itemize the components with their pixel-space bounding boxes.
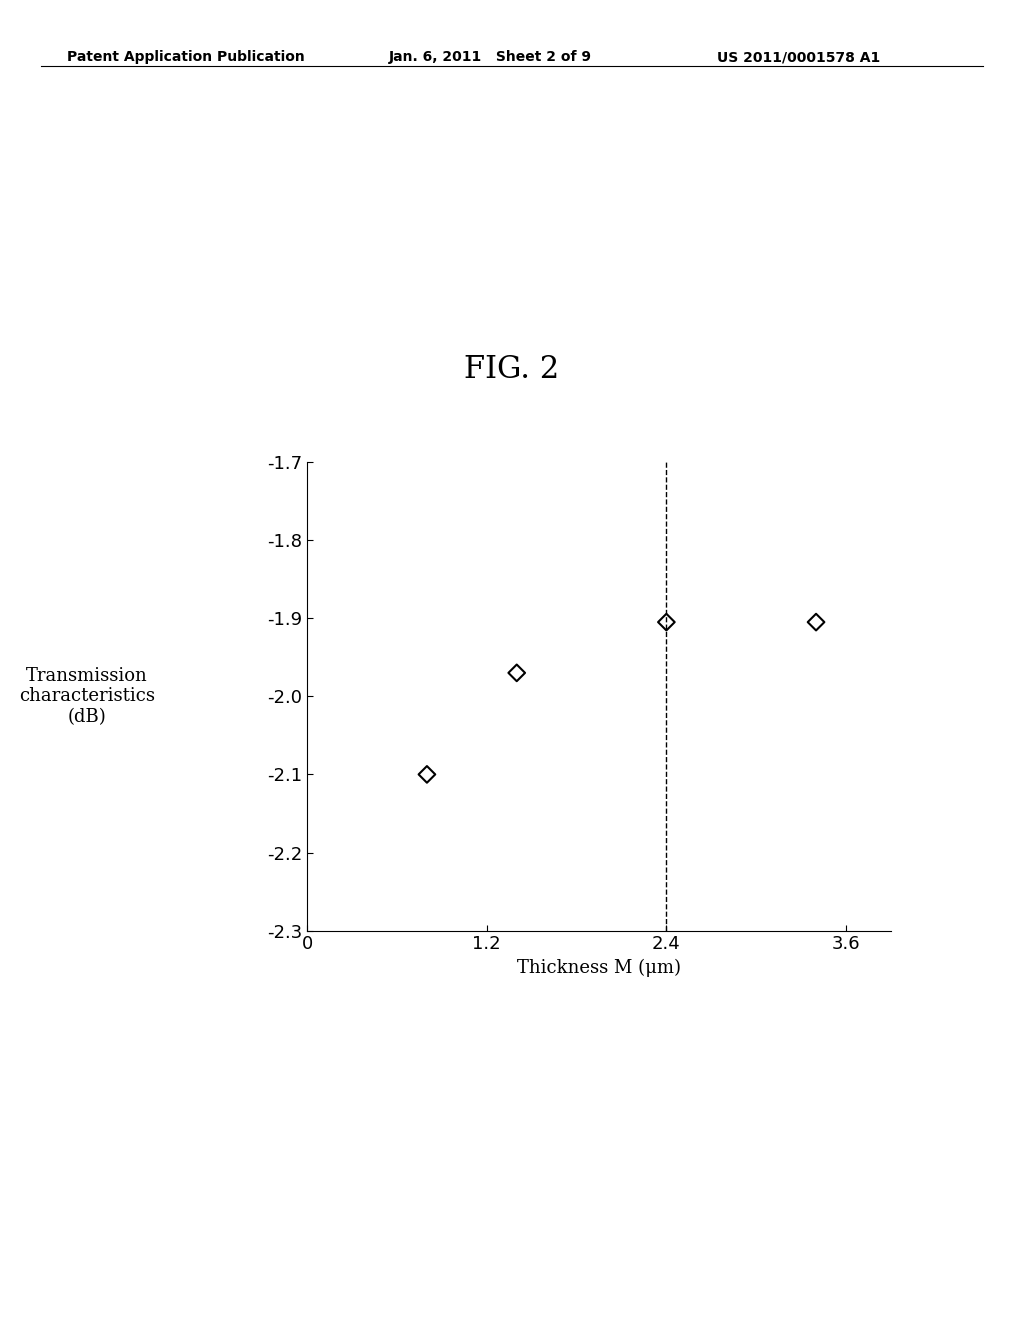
- Text: Patent Application Publication: Patent Application Publication: [67, 50, 304, 65]
- Point: [419, 764, 435, 785]
- Point: [509, 663, 525, 684]
- Point: [808, 611, 824, 632]
- X-axis label: Thickness M (μm): Thickness M (μm): [517, 960, 681, 977]
- Text: US 2011/0001578 A1: US 2011/0001578 A1: [717, 50, 880, 65]
- Text: Jan. 6, 2011   Sheet 2 of 9: Jan. 6, 2011 Sheet 2 of 9: [389, 50, 592, 65]
- Text: Transmission
characteristics
(dB): Transmission characteristics (dB): [19, 667, 155, 726]
- Point: [658, 611, 675, 632]
- Text: FIG. 2: FIG. 2: [464, 354, 560, 385]
